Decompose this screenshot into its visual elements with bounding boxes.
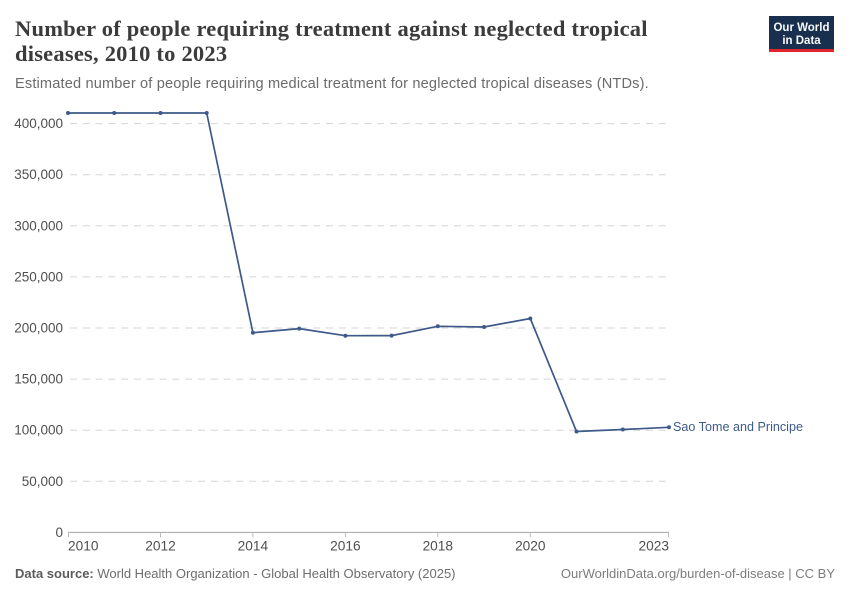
svg-text:150,000: 150,000: [14, 372, 63, 387]
svg-text:250,000: 250,000: [14, 269, 63, 284]
svg-text:0: 0: [55, 525, 63, 540]
svg-text:2010: 2010: [68, 539, 99, 554]
svg-text:2014: 2014: [238, 539, 269, 554]
svg-text:300,000: 300,000: [14, 218, 63, 233]
svg-text:200,000: 200,000: [14, 321, 63, 336]
svg-text:350,000: 350,000: [14, 167, 63, 182]
svg-text:100,000: 100,000: [14, 423, 63, 438]
svg-text:2023: 2023: [639, 539, 670, 554]
svg-text:2012: 2012: [145, 539, 175, 554]
svg-text:400,000: 400,000: [14, 116, 63, 131]
svg-text:50,000: 50,000: [22, 474, 63, 489]
svg-text:2016: 2016: [330, 539, 361, 554]
svg-text:2020: 2020: [515, 539, 546, 554]
svg-text:2018: 2018: [423, 539, 454, 554]
